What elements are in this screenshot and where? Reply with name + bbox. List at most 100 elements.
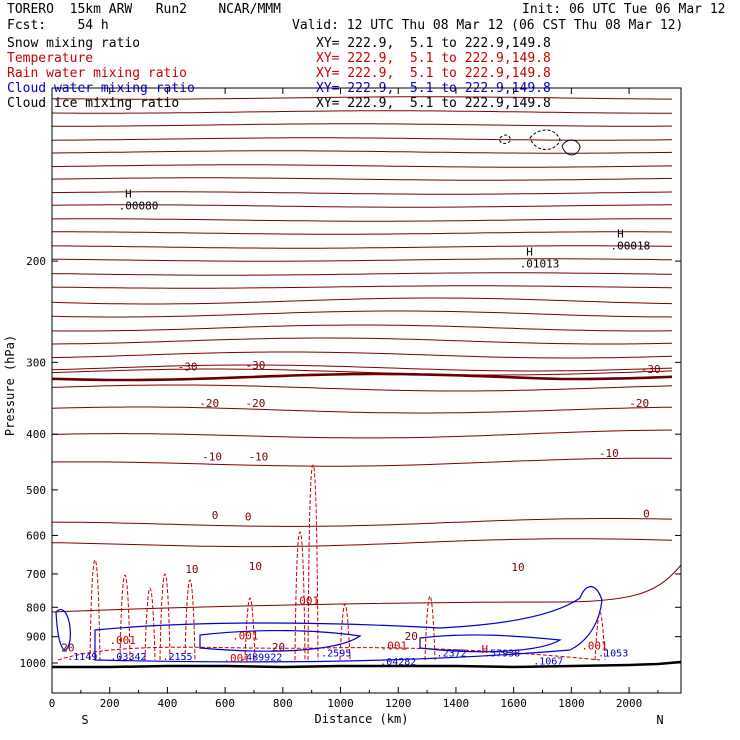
cloud-water-label: .2155 <box>162 652 192 663</box>
isotherm-line <box>51 364 673 372</box>
axes: 0 200 400 600 800 1000 1200 1400 1600 1800 2000200… <box>3 87 682 727</box>
isotherm-label: 20 <box>272 641 285 654</box>
snow-max-label: .00080 <box>119 199 159 212</box>
rain-contour <box>144 587 156 661</box>
isotherm-line <box>51 538 673 548</box>
isotherm-line <box>51 518 673 527</box>
y-tick-label: 900 <box>26 631 46 644</box>
snow-max-label: .00018 <box>611 240 651 253</box>
snow-max-marker: H <box>526 246 533 259</box>
x-tick-label: 400 <box>157 697 177 710</box>
legend-snow: Snow mixing ratio <box>7 36 141 51</box>
init-time: Init: 06 UTC Tue 06 Mar 12 <box>522 2 726 17</box>
x-tick-label: 2000 <box>616 697 643 710</box>
isotherm-line <box>51 351 673 359</box>
isotherm-line <box>51 96 672 100</box>
y-tick-label: 200 <box>26 255 46 268</box>
cloud-water-label: .1149 <box>67 652 97 663</box>
rain-contour <box>339 603 351 661</box>
cloud-water-contour <box>419 634 562 653</box>
isotherm-label: -20 <box>629 397 649 410</box>
xy-rain: XY= 222.9, 5.1 to 222.9,149.8 <box>316 66 551 81</box>
cloud-water-label: .2595 <box>321 648 351 659</box>
y-tick-label: 300 <box>26 356 46 369</box>
isotherm-line <box>51 310 673 318</box>
x-tick-label: 1000 <box>327 697 354 710</box>
x-tick-label: 1200 <box>385 697 412 710</box>
isotherm-line <box>51 272 673 276</box>
legend-cloud-ice: Cloud ice mixing ratio <box>7 96 180 111</box>
isotherm-line <box>51 110 672 114</box>
isotherm-line <box>51 297 673 305</box>
rain-contour <box>159 573 171 661</box>
plot-frame <box>51 87 682 694</box>
isotherm-label: -10 <box>202 450 222 463</box>
snow-contour <box>561 139 581 156</box>
cloud-water-label: .4B9922 <box>240 653 282 664</box>
temperature-isotherms <box>51 96 682 613</box>
snow-max-marker: H <box>617 228 624 241</box>
isotherm-label: -10 <box>599 447 619 460</box>
legend-rain: Rain water mixing ratio <box>7 66 188 81</box>
isotherm-label: -10 <box>248 450 268 463</box>
isotherm-line <box>51 368 673 376</box>
y-tick-label: 400 <box>26 428 46 441</box>
cloud-water-label: .1067 <box>533 656 563 667</box>
isotherm-line <box>51 457 673 467</box>
snow-contour <box>529 129 561 150</box>
xy-temperature: XY= 222.9, 5.1 to 222.9,149.8 <box>316 51 551 66</box>
x-tick-label: 200 <box>100 697 120 710</box>
isotherm-20-north <box>51 564 682 613</box>
rain-contour <box>119 574 131 661</box>
isotherm-label: 20 <box>405 630 418 643</box>
isotherm-label: 0 <box>212 509 219 522</box>
x-tick-label: 800 <box>273 697 293 710</box>
isotherm-label: 0 <box>643 508 650 521</box>
endpoint-south: S <box>81 713 88 727</box>
x-axis-label: Distance (km) <box>315 712 409 726</box>
y-tick-label: 1000 <box>20 657 47 670</box>
isotherm-line <box>51 285 673 289</box>
surface-line <box>52 660 682 669</box>
rain-label: H <box>481 643 488 656</box>
x-tick-label: 1400 <box>443 697 470 710</box>
isotherm-line <box>51 324 673 332</box>
rain-label: .001 <box>581 640 608 653</box>
y-tick-label: 600 <box>26 529 46 542</box>
rain-contour <box>294 531 306 661</box>
isotherm-line <box>51 384 673 392</box>
rain-label: .001 <box>223 652 250 665</box>
isotherm-line <box>51 406 673 414</box>
legend-temperature: Temperature <box>7 51 94 66</box>
isotherm-line <box>51 164 673 168</box>
y-axis-label: Pressure (hPa) <box>3 335 17 436</box>
isotherm-label: -30 <box>178 360 198 373</box>
isotherm-line <box>52 245 673 249</box>
rain-label: .001 <box>232 630 259 643</box>
cloud-water-label: .1053 <box>598 648 628 659</box>
rain-label: .001 <box>381 640 408 653</box>
snow-max-label: .01013 <box>520 258 560 271</box>
rain-contour <box>184 579 196 661</box>
rain-label: .001 <box>109 634 136 647</box>
valid-time: Valid: 12 UTC Thu 08 Mar 12 (06 CST Thu … <box>292 18 684 33</box>
rain-contour <box>307 464 319 661</box>
x-tick-label: 0 <box>49 697 56 710</box>
x-tick-label: 1600 <box>500 697 527 710</box>
isotherm-line <box>51 150 673 154</box>
isotherm-line <box>51 258 673 262</box>
snow-contour <box>499 134 511 145</box>
cloud-water-label: .57938 <box>484 648 520 659</box>
isotherm-line <box>51 177 673 181</box>
x-tick-label: 600 <box>215 697 235 710</box>
isotherm-line <box>51 429 672 439</box>
isotherm-label: 20 <box>61 642 74 655</box>
isotherm-label: -30 <box>245 359 265 372</box>
rain-label: .001 <box>293 594 320 607</box>
xy-snow: XY= 222.9, 5.1 to 222.9,149.8 <box>316 36 551 51</box>
contour-labels: -30 -30 -30 -20 -20 -20 -10 -10 -10 0 0 0 10 10 10 20 20… <box>61 187 660 668</box>
cloud-water-contours <box>55 586 603 663</box>
model-title: TORERO 15km ARW Run2 NCAR/MMM <box>7 2 281 17</box>
cloud-water-label: .03342 <box>110 652 146 663</box>
snow-max-marker: H <box>125 187 132 200</box>
